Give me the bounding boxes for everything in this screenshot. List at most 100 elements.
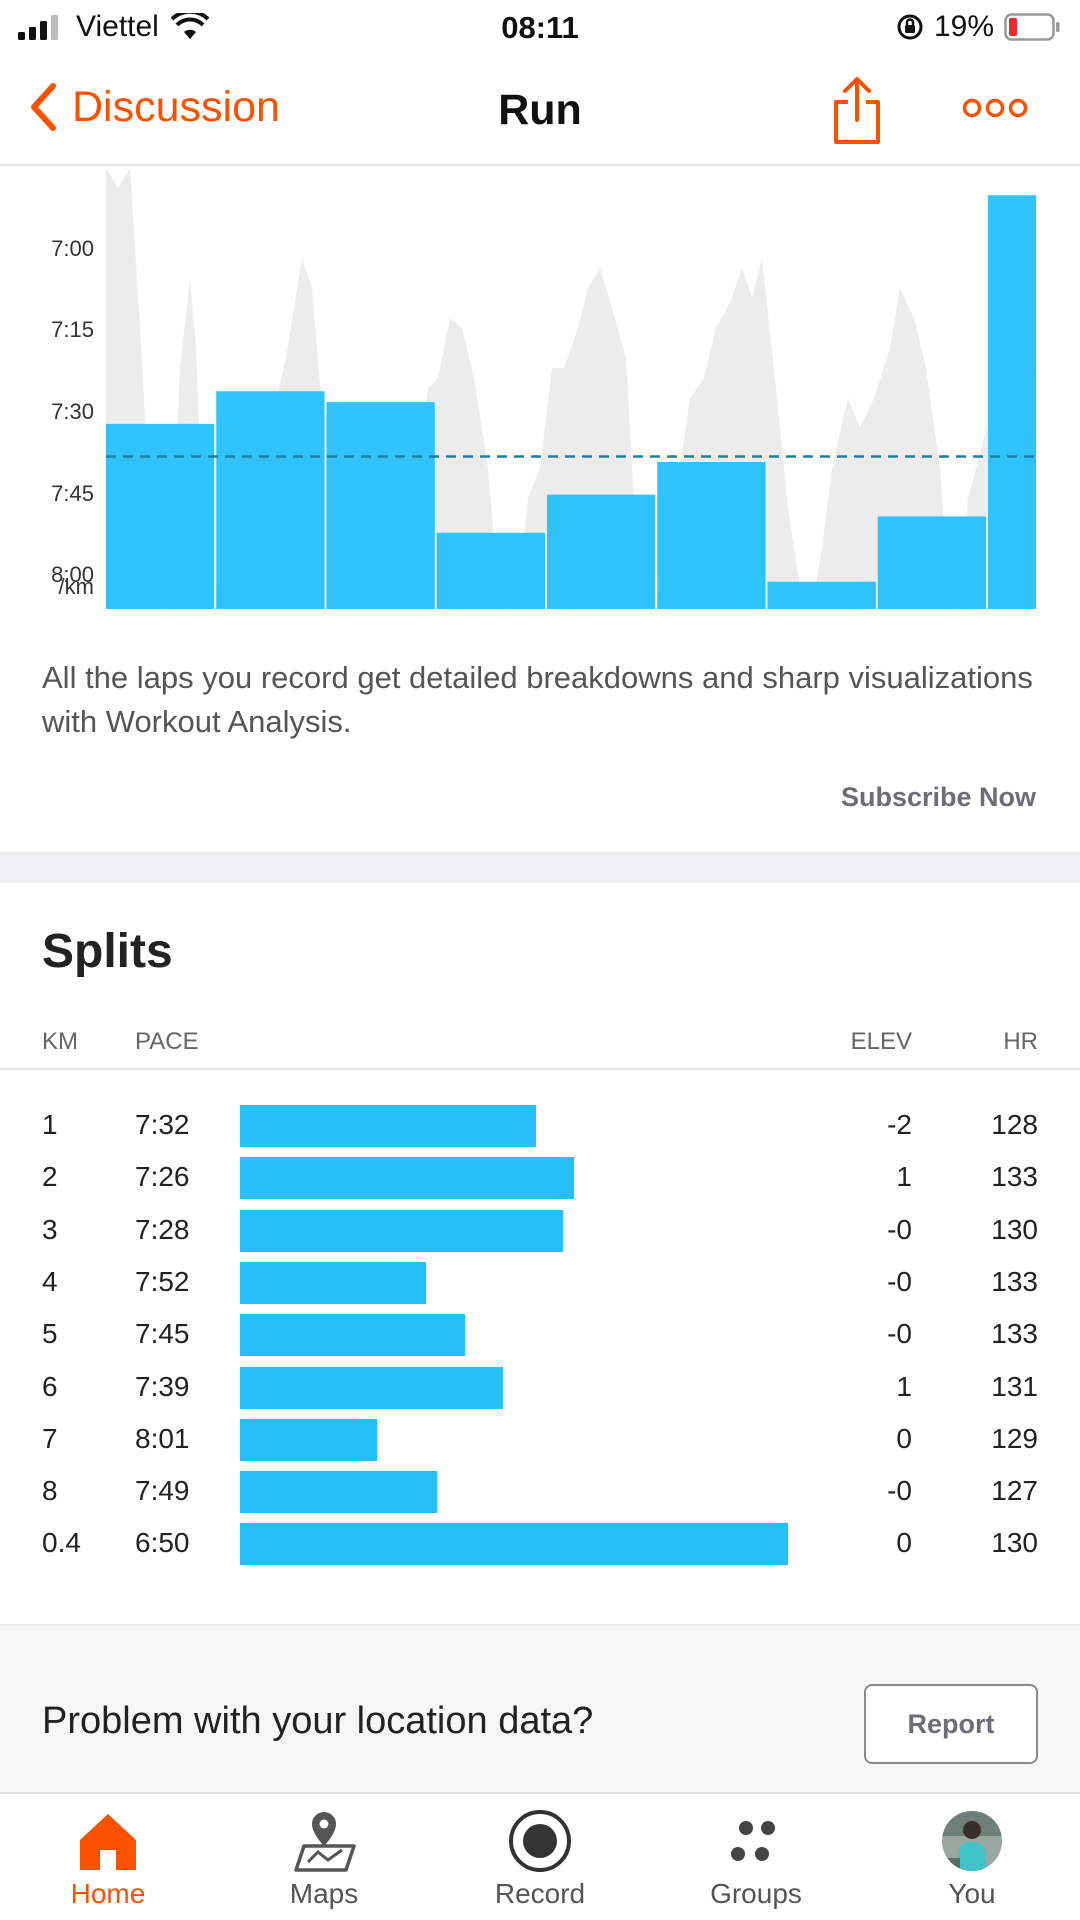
split-pace-bar xyxy=(240,1209,564,1252)
split-pace: 7:32 xyxy=(135,1109,190,1140)
more-icon xyxy=(962,98,1028,118)
header-km: KM xyxy=(42,1028,78,1055)
splits-table-header: KM PACE ELEV HR xyxy=(0,1024,1080,1070)
split-elevation: 1 xyxy=(896,1161,912,1193)
tab-record[interactable]: Record xyxy=(432,1794,648,1920)
tab-you-label: You xyxy=(948,1878,996,1909)
header-hr: HR xyxy=(1003,1028,1038,1055)
split-km: 3 xyxy=(42,1213,58,1245)
back-button[interactable]: Discussion xyxy=(28,82,280,132)
split-row: 0.4 6:50 0 130 xyxy=(0,1517,1080,1569)
lap-bar-4 xyxy=(436,532,545,609)
laps-pace-chart: 7:00 7:15 7:30 7:45 8:00/km xyxy=(0,168,1080,618)
y-tick-label: 7:30 xyxy=(51,399,94,424)
split-pace-bar xyxy=(240,1418,377,1461)
split-pace: 8:01 xyxy=(135,1422,190,1454)
split-row: 1 7:32 -2 128 xyxy=(0,1099,1080,1151)
split-pace-bar xyxy=(240,1261,427,1304)
split-km: 6 xyxy=(42,1370,58,1402)
split-heart-rate: 133 xyxy=(991,1161,1038,1193)
split-heart-rate: 129 xyxy=(991,1422,1038,1454)
split-row: 7 8:01 0 129 xyxy=(0,1413,1080,1465)
lap-bar-7 xyxy=(767,581,876,609)
split-row: 5 7:45 -0 133 xyxy=(0,1308,1080,1360)
split-pace: 6:50 xyxy=(135,1527,190,1559)
back-label: Discussion xyxy=(72,82,280,131)
split-pace: 7:28 xyxy=(135,1213,190,1245)
tab-groups[interactable]: Groups xyxy=(648,1794,864,1920)
share-button[interactable] xyxy=(830,76,884,151)
tab-groups-label: Groups xyxy=(710,1878,802,1909)
lap-bar-3 xyxy=(326,402,435,609)
split-pace: 7:52 xyxy=(135,1265,190,1297)
split-pace-bar xyxy=(240,1523,788,1566)
split-heart-rate: 133 xyxy=(991,1265,1038,1297)
nav-header: Discussion Run xyxy=(0,60,1080,166)
more-options-button[interactable] xyxy=(962,96,1028,125)
split-km: 1 xyxy=(42,1109,58,1140)
split-elevation: -0 xyxy=(887,1318,912,1350)
split-pace: 7:39 xyxy=(135,1370,190,1402)
y-tick-label: 8:00 xyxy=(51,562,94,588)
split-km: 5 xyxy=(42,1318,58,1350)
split-km: 2 xyxy=(42,1161,58,1193)
split-km: 0.4 xyxy=(42,1527,81,1559)
split-elevation: -0 xyxy=(887,1213,912,1245)
split-heart-rate: 133 xyxy=(991,1318,1038,1350)
split-heart-rate: 128 xyxy=(991,1109,1038,1140)
y-tick-label: 7:00 xyxy=(51,235,94,261)
split-pace-bar xyxy=(240,1157,575,1200)
header-pace: PACE xyxy=(135,1028,199,1055)
status-time: 08:11 xyxy=(501,10,579,45)
lap-bar-2 xyxy=(216,391,325,609)
battery-icon xyxy=(1004,13,1060,41)
split-row: 3 7:28 -0 130 xyxy=(0,1204,1080,1256)
subscribe-now-link[interactable]: Subscribe Now xyxy=(840,782,1036,812)
tab-maps[interactable]: Maps xyxy=(216,1794,432,1920)
lap-bar-6 xyxy=(657,462,766,609)
split-heart-rate: 130 xyxy=(991,1527,1038,1559)
lap-bar-8 xyxy=(877,516,986,609)
tab-you[interactable]: You xyxy=(864,1794,1080,1920)
location-problem-text: Problem with your location data? xyxy=(42,1700,594,1742)
report-button[interactable]: Report xyxy=(864,1684,1038,1764)
split-row: 2 7:26 1 133 xyxy=(0,1151,1080,1203)
split-pace-bar xyxy=(240,1471,438,1514)
battery-percent: 19% xyxy=(933,10,994,43)
split-elevation: -0 xyxy=(887,1475,912,1507)
split-row: 4 7:52 -0 133 xyxy=(0,1256,1080,1308)
share-icon xyxy=(834,77,880,144)
page-title: Run xyxy=(498,86,582,134)
carrier-name: Viettel xyxy=(76,10,159,43)
wifi-icon xyxy=(170,13,209,39)
split-pace: 7:49 xyxy=(135,1475,190,1507)
split-pace-bar xyxy=(240,1366,504,1409)
split-pace: 7:26 xyxy=(135,1161,190,1193)
split-row: 6 7:39 1 131 xyxy=(0,1361,1080,1413)
home-icon xyxy=(80,1814,136,1870)
split-pace-bar xyxy=(240,1105,536,1147)
split-elevation: 0 xyxy=(896,1527,912,1559)
avatar-icon xyxy=(942,1811,1002,1871)
split-heart-rate: 131 xyxy=(991,1370,1038,1402)
tab-bar: Home Maps Record Groups xyxy=(0,1792,1080,1920)
y-tick-label: 7:15 xyxy=(51,317,94,343)
tab-record-label: Record xyxy=(494,1878,586,1909)
split-heart-rate: 127 xyxy=(991,1475,1038,1507)
pace-chart-svg xyxy=(106,168,1036,609)
header-elev: ELEV xyxy=(850,1028,912,1055)
lap-bar-5 xyxy=(547,494,656,609)
lap-bar-9 xyxy=(988,195,1036,609)
split-elevation: -2 xyxy=(887,1109,912,1140)
tab-home[interactable]: Home xyxy=(0,1794,216,1920)
split-km: 4 xyxy=(42,1265,58,1297)
split-heart-rate: 130 xyxy=(991,1213,1038,1245)
lap-bar-1 xyxy=(106,423,215,609)
tab-maps-label: Maps xyxy=(289,1878,359,1909)
y-tick-label: 7:45 xyxy=(51,480,94,506)
section-divider xyxy=(0,851,1080,883)
split-elevation: -0 xyxy=(887,1265,912,1297)
chevron-left-icon xyxy=(31,83,56,131)
split-km: 8 xyxy=(42,1475,58,1507)
split-pace: 7:45 xyxy=(135,1318,190,1350)
